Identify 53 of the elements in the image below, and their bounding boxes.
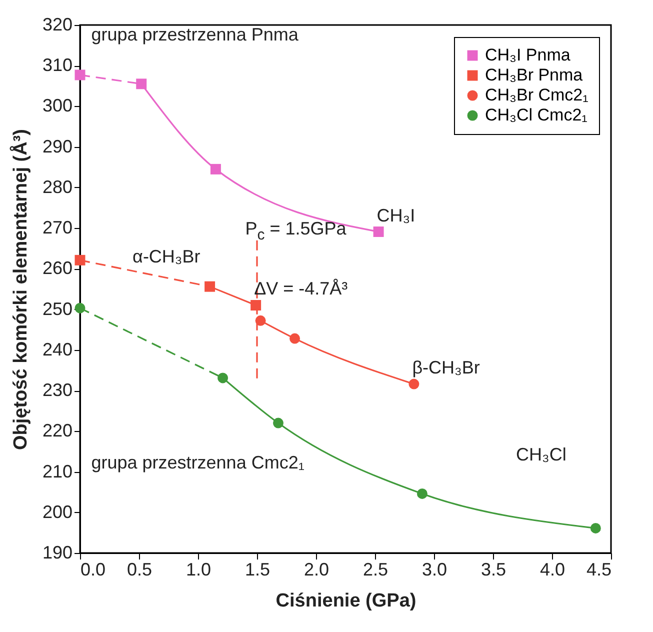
y-tick-label: 220 <box>42 420 72 441</box>
x-tick-label: 0.0 <box>80 560 106 580</box>
y-tick-label: 260 <box>42 258 72 278</box>
point <box>250 300 262 310</box>
x-tick-label: 1.0 <box>186 560 212 580</box>
point <box>74 302 86 314</box>
point <box>204 281 216 292</box>
y-tick-label: 310 <box>42 55 72 76</box>
point <box>255 315 266 326</box>
y-tick-label: 190 <box>42 542 72 562</box>
x-tick-label: 3.5 <box>480 560 506 580</box>
point <box>416 488 428 499</box>
x-tick-label: 4.5 <box>586 560 612 580</box>
annotation: β-CH₃Br <box>412 358 480 379</box>
point <box>408 378 420 390</box>
x-tick-label: 2.0 <box>304 560 330 580</box>
y-tick-label: 230 <box>42 380 72 400</box>
point <box>373 226 384 237</box>
point <box>590 522 601 534</box>
annotation: grupa przestrzenna Cmc2₁ <box>91 452 304 474</box>
y-tick-label: 320 <box>42 14 72 34</box>
annotation: P$_{c}$ = 1.5GPa <box>245 218 346 244</box>
annotation: grupa przestrzenna Pnma <box>91 24 298 46</box>
y-axis-title: Objętość komórki elementarnej (Å³) <box>9 129 32 450</box>
annotation: α-CH₃Br <box>132 246 200 268</box>
x-tick-label: 3.0 <box>422 560 448 580</box>
point <box>136 78 147 90</box>
y-tick-label: 200 <box>42 502 72 522</box>
y-tick-label: 280 <box>42 176 72 197</box>
y-tick-label: 240 <box>42 339 72 360</box>
y-tick-label: 290 <box>42 136 72 156</box>
point <box>74 70 86 80</box>
x-tick-label: 0.5 <box>126 560 152 580</box>
point <box>74 254 86 266</box>
point <box>210 164 221 174</box>
annotation: CH₃Cl <box>516 444 566 466</box>
annotation: ΔV = -4.7Å³ <box>254 278 348 300</box>
point <box>272 418 284 428</box>
x-tick-label: 4.0 <box>540 560 566 580</box>
legend-label: CH₃I Pnma <box>485 46 571 64</box>
point <box>290 333 300 344</box>
y-tick-label: 270 <box>42 218 72 238</box>
y-tick-label: 250 <box>42 298 72 319</box>
point <box>218 372 228 384</box>
legend-label: CH₃Cl Cmc2₁ <box>485 106 588 124</box>
x-axis-title: Ciśnienie (GPa) <box>276 590 416 612</box>
y-tick-label: 210 <box>42 461 72 482</box>
x-tick-label: 1.5 <box>244 560 270 580</box>
x-tick-label: 2.5 <box>362 560 388 580</box>
legend-label: CH₃Br Cmc2₁ <box>485 86 589 104</box>
y-tick-label: 300 <box>42 96 72 116</box>
legend-label: CH₃Br Pnma <box>485 66 584 84</box>
annotation: CH₃I <box>376 205 416 226</box>
